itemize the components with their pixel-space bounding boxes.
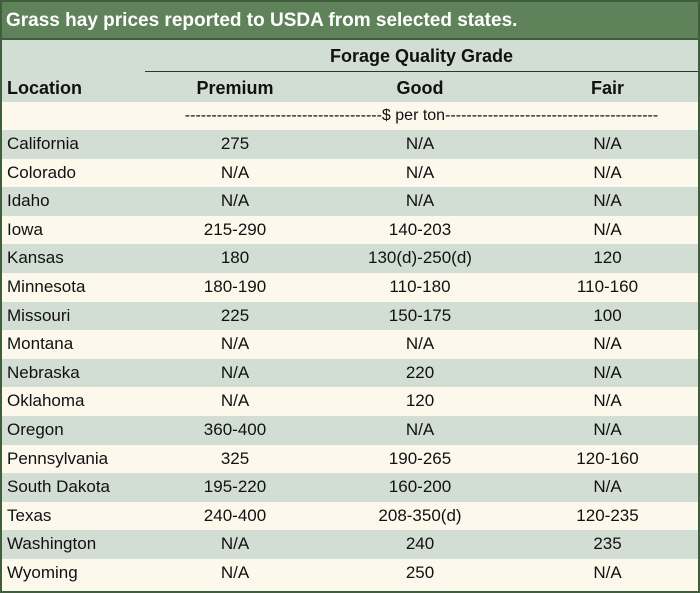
cell-premium: 275 bbox=[220, 134, 250, 153]
cell-good: 250 bbox=[405, 562, 435, 582]
table-row: California 275 N/A N/A bbox=[2, 130, 698, 159]
cell-good: 208-350(d) bbox=[378, 505, 462, 525]
units-label: -------------------------------------$ p… bbox=[184, 107, 659, 124]
cell-good: 160-200 bbox=[388, 477, 452, 497]
cell-location: Idaho bbox=[7, 191, 50, 211]
table-row: Montana N/A N/A N/A bbox=[2, 330, 698, 359]
cell-location: Pennsylvania bbox=[7, 448, 109, 468]
cell-location: Texas bbox=[7, 505, 52, 525]
cell-good: 150-175 bbox=[388, 305, 452, 325]
table-row: Oklahoma N/A 120 N/A bbox=[2, 387, 698, 416]
cell-premium: N/A bbox=[220, 562, 250, 582]
cell-fair: N/A bbox=[593, 477, 622, 497]
cell-premium: 195-220 bbox=[203, 477, 267, 497]
cell-good: 190-265 bbox=[388, 448, 452, 468]
cell-location: Missouri bbox=[7, 305, 71, 325]
cell-good: N/A bbox=[405, 134, 435, 153]
table-header: Forage Quality Grade Location Premium Go… bbox=[2, 40, 698, 102]
table-row: Washington N/A 240 235 bbox=[2, 530, 698, 559]
table-row: Wyoming N/A 250 N/A bbox=[2, 558, 698, 588]
cell-good: 240 bbox=[405, 534, 435, 554]
cell-good: N/A bbox=[405, 191, 435, 211]
cell-good: 220 bbox=[405, 362, 435, 382]
cell-location: Washington bbox=[7, 534, 97, 554]
cell-fair: N/A bbox=[593, 562, 622, 582]
group-header-rule bbox=[145, 71, 698, 72]
cell-good: 130(d)-250(d) bbox=[368, 248, 472, 268]
cell-good: N/A bbox=[405, 162, 435, 182]
cell-location: Kansas bbox=[7, 248, 64, 268]
cell-location: Iowa bbox=[7, 219, 43, 239]
cell-fair: 110-160 bbox=[576, 276, 639, 296]
cell-premium: N/A bbox=[220, 362, 250, 382]
cell-fair: N/A bbox=[593, 162, 622, 182]
column-header-location: Location bbox=[7, 78, 82, 98]
cell-location: Wyoming bbox=[7, 562, 78, 582]
cell-location: Montana bbox=[7, 334, 74, 354]
cell-fair: 235 bbox=[593, 534, 622, 554]
cell-premium: N/A bbox=[220, 162, 250, 182]
table-row: Texas 240-400 208-350(d) 120-235 bbox=[2, 501, 698, 531]
cell-fair: N/A bbox=[593, 134, 622, 153]
cell-location: Nebraska bbox=[7, 362, 80, 382]
cell-premium: 215-290 bbox=[203, 219, 267, 239]
table-row: Colorado N/A N/A N/A bbox=[2, 158, 698, 188]
cell-premium: N/A bbox=[220, 191, 250, 211]
table-row: Kansas 180 130(d)-250(d) 120 bbox=[2, 244, 698, 273]
cell-good: 120 bbox=[405, 391, 435, 411]
table-row: Nebraska N/A 220 N/A bbox=[2, 358, 698, 388]
table-title: Grass hay prices reported to USDA from s… bbox=[2, 2, 698, 40]
cell-premium: 180 bbox=[220, 248, 250, 268]
column-header-good: Good bbox=[396, 78, 444, 98]
column-header-fair: Fair bbox=[590, 78, 624, 98]
cell-fair: 120 bbox=[593, 248, 622, 268]
table-row: Minnesota 180-190 110-180 110-160 bbox=[2, 272, 698, 302]
cell-fair: N/A bbox=[593, 334, 622, 354]
table-row: Pennsylvania 325 190-265 120-160 bbox=[2, 444, 698, 474]
cell-fair: N/A bbox=[593, 191, 622, 211]
cell-location: California bbox=[7, 134, 79, 153]
cell-premium: 325 bbox=[220, 448, 250, 468]
cell-premium: 225 bbox=[220, 305, 250, 325]
group-header: Forage Quality Grade bbox=[329, 46, 514, 66]
table-row: Oregon 360-400 N/A N/A bbox=[2, 415, 698, 445]
cell-fair: N/A bbox=[593, 391, 622, 411]
cell-fair: N/A bbox=[593, 219, 622, 239]
cell-premium: N/A bbox=[220, 534, 250, 554]
table-row: Iowa 215-290 140-203 N/A bbox=[2, 215, 698, 245]
cell-good: 110-180 bbox=[389, 276, 451, 296]
table-row: Missouri 225 150-175 100 bbox=[2, 301, 698, 331]
cell-fair: N/A bbox=[593, 362, 622, 382]
table-row: South Dakota 195-220 160-200 N/A bbox=[2, 473, 698, 502]
cell-premium: 360-400 bbox=[203, 419, 267, 439]
cell-good: N/A bbox=[405, 419, 435, 439]
column-header-premium: Premium bbox=[196, 78, 274, 98]
cell-fair: N/A bbox=[593, 419, 622, 439]
cell-good: 140-203 bbox=[388, 219, 452, 239]
cell-premium: 180-190 bbox=[203, 276, 267, 296]
cell-location: Colorado bbox=[7, 162, 76, 182]
cell-location: Oregon bbox=[7, 419, 64, 439]
table-row: Idaho N/A N/A N/A bbox=[2, 187, 698, 216]
units-row: -------------------------------------$ p… bbox=[2, 102, 698, 130]
cell-premium: N/A bbox=[220, 334, 250, 354]
cell-good: N/A bbox=[405, 334, 435, 354]
cell-location: Oklahoma bbox=[7, 391, 85, 411]
table-body: California 275 N/A N/A Colorado N/A N/A N/A Idah… bbox=[2, 130, 698, 588]
cell-fair: 120-235 bbox=[576, 505, 639, 525]
cell-fair: 120-160 bbox=[576, 448, 639, 468]
cell-location: Minnesota bbox=[7, 276, 86, 296]
cell-fair: 100 bbox=[593, 305, 622, 325]
cell-premium: 240-400 bbox=[203, 505, 267, 525]
cell-premium: N/A bbox=[220, 391, 250, 411]
cell-location: South Dakota bbox=[7, 477, 111, 497]
